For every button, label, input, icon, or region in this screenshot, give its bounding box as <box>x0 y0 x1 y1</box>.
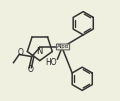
Text: O: O <box>17 47 23 57</box>
Text: O: O <box>28 65 34 74</box>
Text: Alpα: Alpα <box>57 44 69 49</box>
Text: N: N <box>37 46 43 56</box>
Text: HO: HO <box>46 58 57 67</box>
